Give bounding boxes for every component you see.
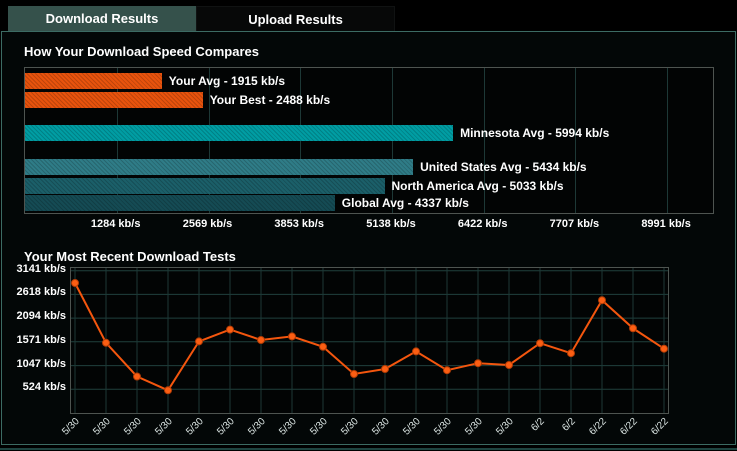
bar-xtick-label: 2569 kb/s [182,218,233,230]
download-results-tab[interactable]: Download Results [8,6,196,31]
data-point [598,296,606,305]
data-point [567,349,575,358]
bar-label-your-best: Your Best - 2488 kb/s [209,93,331,107]
bar-minnesota-avg [25,125,454,141]
bar-xtick-label: 5138 kb/s [366,218,416,230]
bar-label-minnesota-avg: Minnesota Avg - 5994 kb/s [460,126,610,140]
bar-xtick-label: 6422 kb/s [457,218,508,230]
line-ytick-label: 1047 kb/s [16,357,66,370]
data-point [660,344,668,353]
bar-label-global-avg: Global Avg - 4337 kb/s [341,196,469,210]
bar-gridline [483,68,485,213]
line-ytick-label: 2618 kb/s [16,286,66,299]
data-point [381,365,389,373]
line-ytick-label: 3141 kb/s [16,262,66,275]
bar-your-avg [25,73,162,89]
line-chart-svg [71,268,668,413]
bar-chart-title: How Your Download Speed Compares [24,44,259,59]
bar-north-america-avg [25,178,385,194]
bar-united-states-avg [25,159,414,175]
bar-plot: Your Avg - 1915 kb/s Your Best - 2488 kb/… [24,67,714,214]
data-point [102,338,110,347]
line-ytick-label: 2094 kb/s [16,310,66,323]
data-point [133,372,141,381]
bar-global-avg [25,195,335,211]
line-chart-title: Your Most Recent Download Tests [24,249,236,264]
data-point [629,324,637,333]
bar-xtick-label: 8991 kb/s [641,218,691,230]
bar-xtick-label: 3853 kb/s [274,218,324,230]
data-point [505,361,513,369]
data-point [71,279,79,287]
bar-xtick-label: 7707 kb/s [549,218,600,230]
upload-results-tab[interactable]: Upload Results [196,6,395,33]
data-point [288,332,296,341]
data-point [412,347,420,356]
bottom-border-line [0,448,737,450]
bar-xtick-label: 1284 kb/s [90,218,141,230]
bar-label-united-states-avg: United States Avg - 5434 kb/s [420,160,587,174]
data-point [536,339,544,348]
line-plot [70,267,669,414]
bar-gridline [575,68,577,213]
data-point [474,359,482,368]
data-point [350,370,358,378]
data-point [226,325,234,334]
data-point [164,386,172,395]
line-ytick-label: 524 kb/s [22,381,66,394]
bar-gridline [667,68,669,213]
data-point [319,342,327,351]
data-point [257,336,265,344]
bar-your-best [25,92,203,108]
line-ytick-label: 1571 kb/s [16,333,66,346]
bar-label-north-america-avg: North America Avg - 5033 kb/s [391,179,564,193]
speed-line [74,282,665,392]
data-point [195,337,203,346]
bar-label-your-avg: Your Avg - 1915 kb/s [168,74,286,88]
data-point [443,366,451,375]
